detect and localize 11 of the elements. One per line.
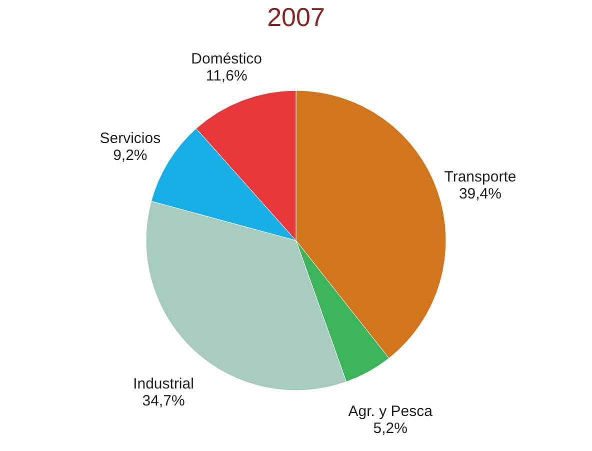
- data-label: 11,6%: [206, 67, 248, 84]
- slice-label: Transporte: [444, 168, 516, 186]
- data-label: 5,2%: [373, 420, 408, 438]
- data-label: 34,7%: [142, 392, 185, 410]
- slice-label: Servicios: [100, 130, 161, 147]
- data-label: 39,4%: [458, 186, 502, 203]
- slice-label: Doméstico: [191, 50, 262, 68]
- slice-label: Industrial: [133, 376, 194, 393]
- slice-label: Agr. y Pesca: [348, 403, 434, 420]
- chart-title: 2007: [267, 2, 325, 32]
- data-label: 9,2%: [113, 146, 148, 164]
